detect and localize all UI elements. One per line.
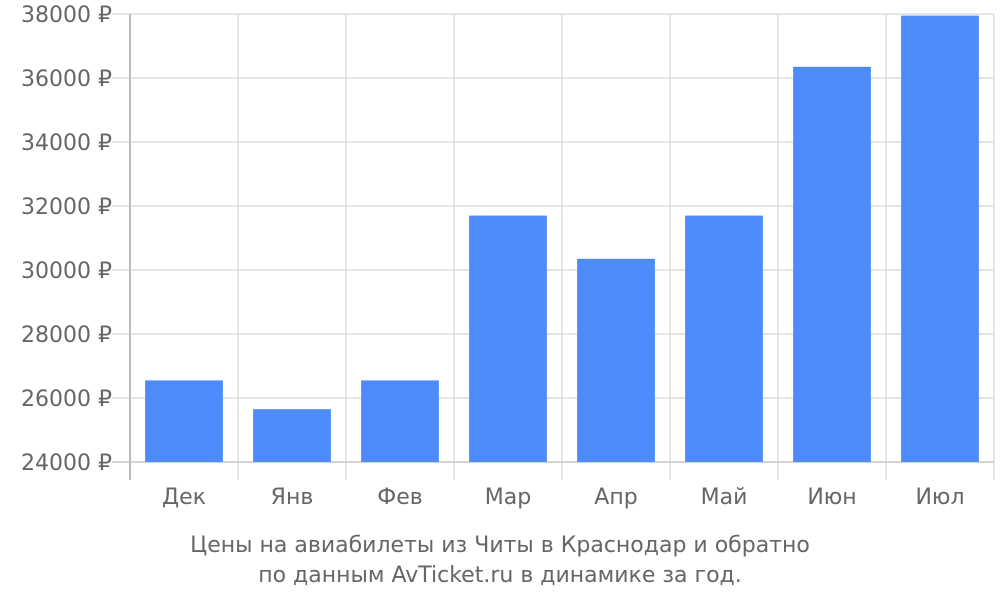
y-tick-label: 38000 ₽: [21, 3, 112, 28]
bar-3: [361, 380, 439, 462]
x-tick-label: Янв: [271, 485, 314, 510]
bar-6: [685, 215, 763, 462]
x-tick-label: Мар: [485, 485, 531, 510]
y-tick-label: 26000 ₽: [21, 387, 112, 412]
x-tick-label: Апр: [594, 485, 637, 510]
chart-caption-line-1: Цены на авиабилеты из Читы в Краснодар и…: [190, 533, 810, 558]
bar-1: [145, 380, 223, 462]
x-tick-label: Июн: [807, 485, 856, 510]
bar-2: [253, 409, 331, 462]
y-tick-label: 34000 ₽: [21, 131, 112, 156]
x-tick-label: Май: [701, 485, 748, 510]
chart-caption-line-2: по данным AvTicket.ru в динамике за год.: [258, 563, 742, 588]
y-tick-label: 24000 ₽: [21, 451, 112, 476]
y-axis-ticks: 24000 ₽ 26000 ₽ 28000 ₽ 30000 ₽ 32000 ₽ 34000…: [21, 3, 112, 476]
bar-5: [577, 258, 655, 462]
y-tick-label: 36000 ₽: [21, 67, 112, 92]
y-tick-label: 30000 ₽: [21, 259, 112, 284]
bar-8: [901, 15, 979, 462]
y-tick-label: 28000 ₽: [21, 323, 112, 348]
bars: [145, 15, 979, 463]
grid-lines: [112, 13, 995, 480]
x-axis-ticks: Дек Янв Фев Мар Апр Май Июн Июл: [162, 485, 965, 510]
x-tick-label: Дек: [162, 485, 206, 510]
bar-7: [793, 66, 871, 463]
bar-4: [469, 215, 547, 462]
x-tick-label: Фев: [377, 485, 422, 510]
y-tick-label: 32000 ₽: [21, 195, 112, 220]
x-tick-label: Июл: [915, 485, 964, 510]
